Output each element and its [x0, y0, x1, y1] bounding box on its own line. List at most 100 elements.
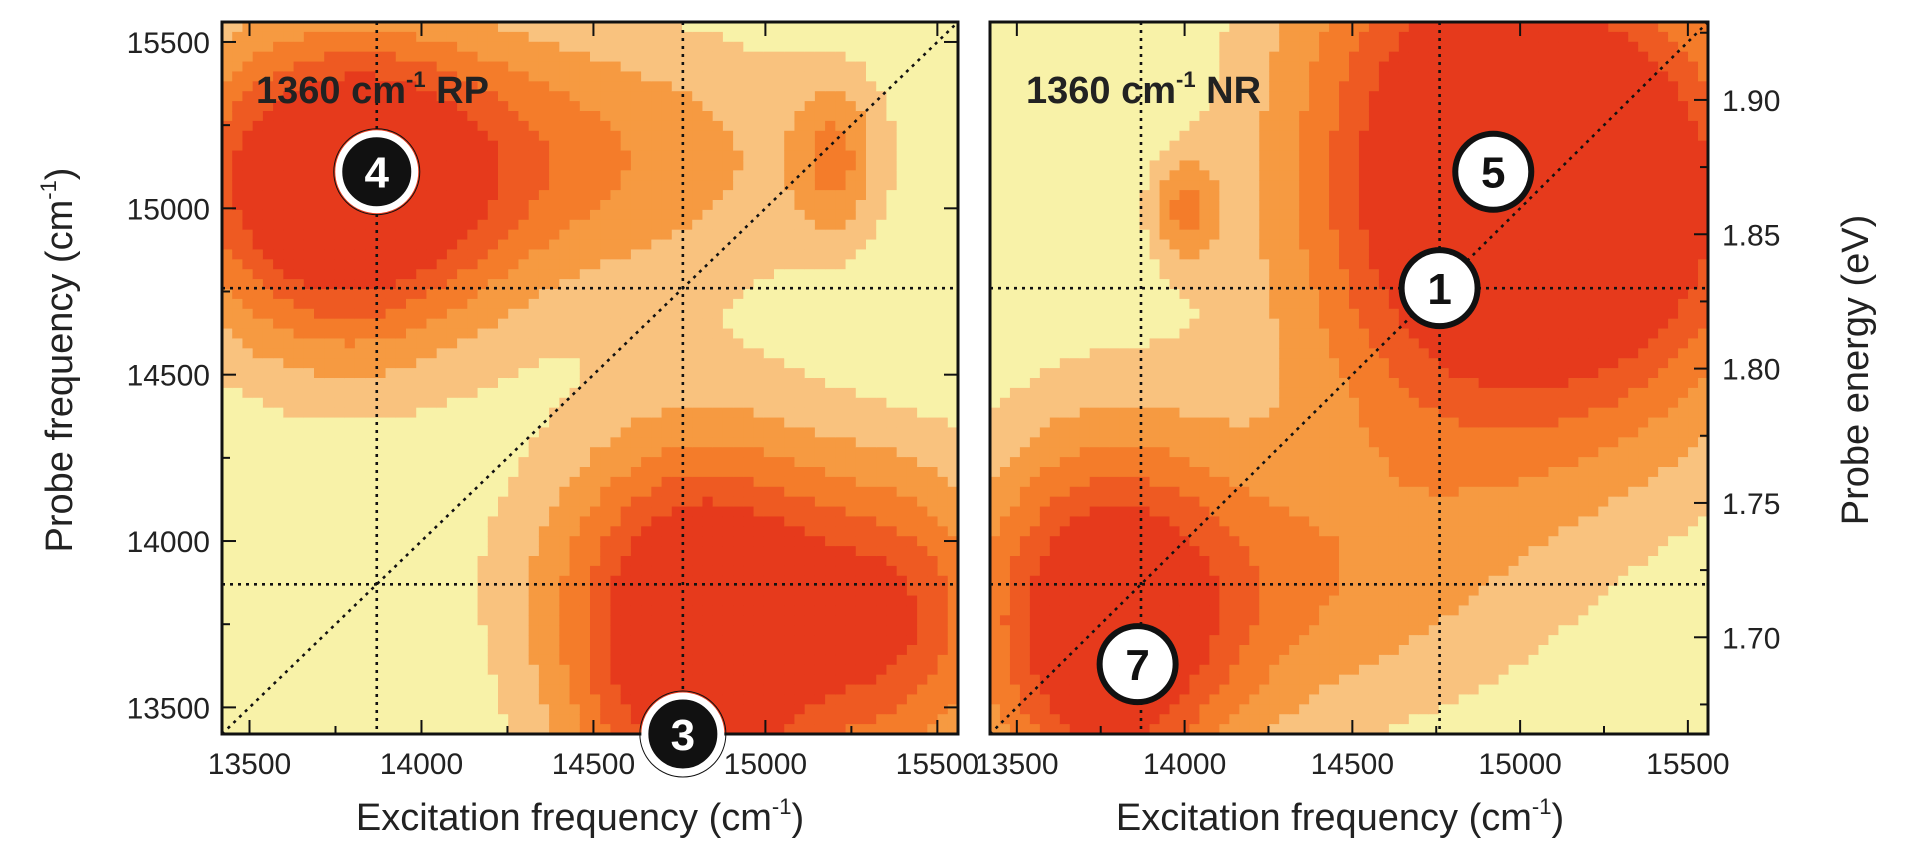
heatmap-cell [876, 674, 888, 686]
heatmap-cell [804, 427, 816, 438]
heatmap-cell [845, 31, 857, 43]
heatmap-cell [641, 546, 652, 557]
heatmap-cell [242, 200, 254, 211]
heatmap-cell [579, 496, 591, 508]
heatmap-cell [682, 150, 693, 162]
heatmap-cell [365, 378, 376, 389]
heatmap-cell [549, 259, 560, 270]
heatmap-cell [784, 704, 796, 715]
heatmap-cell [804, 289, 816, 300]
heatmap-cell [906, 289, 918, 300]
heatmap-cell [446, 417, 458, 429]
heatmap-cell [702, 605, 714, 616]
heatmap-cell [446, 289, 458, 300]
heatmap-cell [743, 150, 755, 162]
heatmap-cell [467, 101, 479, 112]
heatmap-cell [549, 516, 560, 527]
heatmap-cell [518, 457, 530, 468]
heatmap-cell [303, 120, 315, 132]
heatmap-cell [814, 239, 826, 251]
heatmap-cell [927, 81, 939, 92]
heatmap-cell [702, 180, 714, 191]
heatmap-cell [559, 417, 571, 429]
heatmap-cell [222, 605, 233, 616]
heatmap-cell [712, 91, 724, 102]
heatmap-cell [722, 467, 734, 478]
heatmap-cell [314, 625, 325, 636]
heatmap-cell [845, 595, 857, 607]
heatmap-cell [835, 565, 847, 577]
heatmap-cell [763, 714, 775, 725]
heatmap-cell [753, 229, 765, 241]
heatmap-cell [559, 447, 571, 458]
heatmap-cell [283, 437, 295, 448]
heatmap-cell [354, 259, 366, 270]
heatmap-cell [917, 724, 928, 734]
heatmap-cell [242, 120, 254, 132]
heatmap-cell [600, 229, 612, 241]
heatmap-cell [446, 674, 458, 686]
heatmap-cell [334, 239, 346, 251]
heatmap-cell [722, 328, 734, 340]
heatmap-cell [242, 368, 254, 379]
heatmap-cell [702, 457, 714, 468]
heatmap-cell [906, 358, 918, 369]
heatmap-cell [426, 91, 438, 102]
heatmap-cell [763, 239, 775, 251]
heatmap-cell [784, 645, 796, 656]
heatmap-cell [906, 565, 918, 577]
heatmap-cell [855, 516, 867, 527]
heatmap-cell [324, 417, 336, 429]
heatmap-cell [866, 704, 877, 715]
heatmap-cell [426, 358, 438, 369]
heatmap-cell [324, 140, 336, 152]
heatmap-cell [866, 615, 877, 626]
heatmap-cell [232, 684, 244, 696]
heatmap-cell [324, 724, 336, 734]
heatmap-cell [273, 318, 284, 330]
heatmap-cell [804, 338, 816, 349]
heatmap-cell [774, 279, 785, 290]
heatmap-cell [395, 368, 407, 379]
heatmap-cell [917, 526, 928, 537]
heatmap-cell [375, 358, 387, 369]
panel-rp: 13500 14000 14500 15000 15500135001400014500… [36, 20, 979, 839]
heatmap-cell [661, 160, 673, 171]
heatmap-cell [702, 397, 714, 409]
heatmap-cell [273, 111, 284, 122]
heatmap-cell [375, 664, 387, 676]
heatmap-cell [538, 200, 550, 211]
heatmap-cell [641, 694, 652, 705]
heatmap-cell [590, 575, 601, 587]
heatmap-cell [477, 111, 489, 122]
heatmap-cell [303, 269, 315, 280]
heatmap-cell [886, 338, 898, 349]
heatmap-cell [569, 645, 581, 656]
heatmap-cell [293, 605, 305, 616]
heatmap-cell [242, 496, 254, 508]
heatmap-cell [569, 308, 581, 320]
heatmap-cell [559, 694, 571, 705]
heatmap-cell [733, 81, 744, 92]
heatmap-cell [630, 279, 642, 290]
heatmap-cell [293, 714, 305, 725]
heatmap-cell [354, 635, 366, 646]
heatmap-cell [232, 427, 244, 438]
heatmap-cell [845, 536, 857, 547]
heatmap-cell [722, 536, 734, 547]
heatmap-cell [610, 427, 622, 438]
heatmap-cell [457, 486, 468, 498]
heatmap-cell [569, 674, 581, 686]
heatmap-cell [825, 546, 836, 557]
heatmap-cell [743, 61, 755, 73]
heatmap-cell [845, 397, 857, 409]
heatmap-cell [774, 496, 785, 508]
heatmap-cell [314, 200, 325, 211]
heatmap-cell [365, 635, 376, 646]
heatmap-cell [252, 219, 264, 231]
heatmap-cell [477, 664, 489, 676]
heatmap-cell [344, 704, 356, 715]
heatmap-cell [518, 516, 530, 527]
heatmap-cell [712, 318, 724, 330]
heatmap-cell [273, 684, 284, 696]
